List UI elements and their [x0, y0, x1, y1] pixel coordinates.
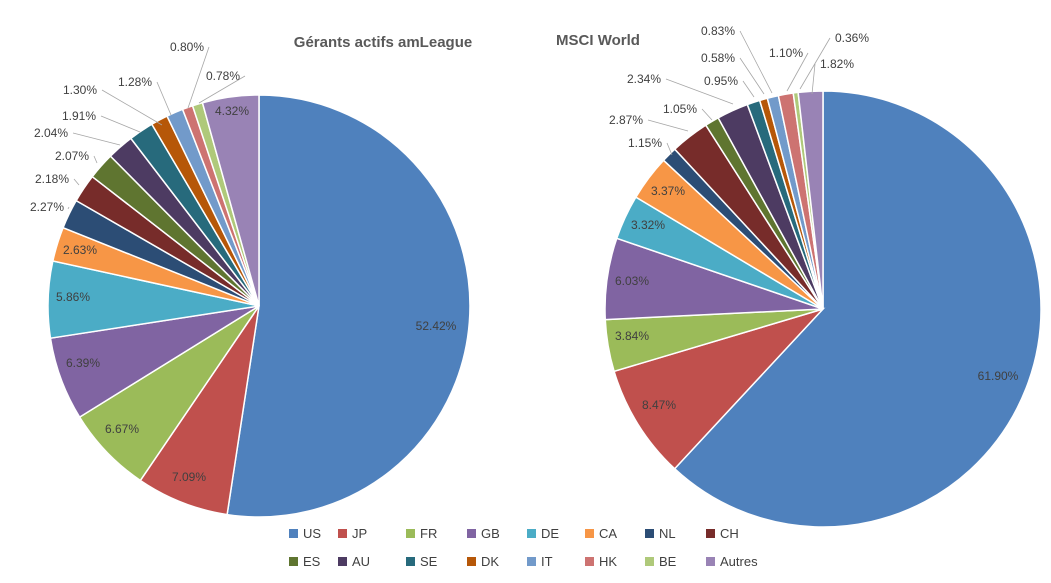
- leader-line-amleague-hk: [187, 46, 210, 109]
- leader-line-amleague-dk: [101, 89, 163, 126]
- legend-label-hk: HK: [599, 554, 617, 569]
- legend-swatch-de: [527, 529, 536, 538]
- legend-swatch-jp: [338, 529, 347, 538]
- data-label-amleague-de: 5.86%: [56, 290, 90, 304]
- legend-swatch-autres: [706, 557, 715, 566]
- data-label-amleague-us: 52.42%: [416, 319, 457, 333]
- legend-swatch-us: [289, 529, 298, 538]
- leader-line-msci-world-es: [701, 108, 713, 121]
- data-label-msci-world-nl: 1.15%: [628, 136, 662, 150]
- legend-label-se: SE: [420, 554, 438, 569]
- pie-slice-amleague-us: [226, 94, 471, 518]
- data-label-amleague-nl: 2.27%: [30, 200, 64, 214]
- data-label-msci-world-us: 61.90%: [978, 369, 1019, 383]
- legend-swatch-es: [289, 557, 298, 566]
- legend-swatch-dk: [467, 557, 476, 566]
- leader-line-amleague-ch: [73, 178, 80, 186]
- leader-line-amleague-au: [72, 132, 121, 146]
- leader-line-msci-world-autres: [811, 63, 816, 95]
- data-label-amleague-gb: 6.39%: [66, 356, 100, 370]
- legend-label-es: ES: [303, 554, 321, 569]
- data-label-amleague-au: 2.04%: [34, 126, 68, 140]
- leader-line-msci-world-au: [665, 78, 734, 105]
- data-label-msci-world-it: 0.83%: [701, 24, 735, 38]
- legend-swatch-nl: [645, 529, 654, 538]
- pie-amleague: 52.42% 7.09% 6.67% 6.39% 5.86% 2.63% 2.27% 2.18…: [30, 40, 471, 518]
- leader-line-msci-world-be: [799, 37, 831, 90]
- data-label-msci-world-se: 0.95%: [704, 74, 738, 88]
- data-label-msci-world-au: 2.34%: [627, 72, 661, 86]
- data-label-amleague-autres: 4.32%: [215, 104, 249, 118]
- leader-line-msci-world-it: [739, 30, 773, 94]
- legend-swatch-se: [406, 557, 415, 566]
- pie-slice-amleague-autres: [201, 94, 260, 307]
- legend-label-ca: CA: [599, 526, 617, 541]
- legend-swatch-ch: [706, 529, 715, 538]
- data-label-msci-world-dk: 0.58%: [701, 51, 735, 65]
- data-label-amleague-dk: 1.30%: [63, 83, 97, 97]
- data-label-msci-world-ca: 3.37%: [651, 184, 685, 198]
- leader-line-msci-world-ch: [647, 119, 689, 132]
- legend-swatch-it: [527, 557, 536, 566]
- data-label-msci-world-autres: 1.82%: [820, 57, 854, 71]
- legend-label-be: BE: [659, 554, 677, 569]
- data-label-amleague-ch: 2.18%: [35, 172, 69, 186]
- data-label-msci-world-fr: 3.84%: [615, 329, 649, 343]
- data-label-amleague-fr: 6.67%: [105, 422, 139, 436]
- legend-label-nl: NL: [659, 526, 676, 541]
- leader-line-amleague-be: [198, 75, 246, 104]
- leader-line-msci-world-hk: [786, 52, 809, 92]
- data-label-amleague-it: 1.28%: [118, 75, 152, 89]
- legend: US JP FR GB DE CA NL CH ES AU SE DK IT HK BE Autres: [289, 526, 758, 569]
- data-label-msci-world-de: 3.32%: [631, 218, 665, 232]
- legend-label-de: DE: [541, 526, 559, 541]
- pie-slice-msci-world-us: [673, 90, 1042, 528]
- data-label-amleague-jp: 7.09%: [172, 470, 206, 484]
- legend-swatch-gb: [467, 529, 476, 538]
- leader-line-amleague-nl: [67, 206, 70, 210]
- legend-label-dk: DK: [481, 554, 499, 569]
- legend-label-it: IT: [541, 554, 553, 569]
- legend-swatch-hk: [585, 557, 594, 566]
- legend-swatch-be: [645, 557, 654, 566]
- legend-label-autres: Autres: [720, 554, 758, 569]
- leader-line-msci-world-nl: [666, 142, 673, 156]
- pie-title-amleague: Gérants actifs amLeague: [294, 34, 472, 51]
- data-label-amleague-be: 0.78%: [206, 69, 240, 83]
- legend-label-gb: GB: [481, 526, 500, 541]
- legend-label-us: US: [303, 526, 321, 541]
- data-label-msci-world-jp: 8.47%: [642, 398, 676, 412]
- leader-line-amleague-it: [156, 81, 172, 116]
- data-label-amleague-es: 2.07%: [55, 149, 89, 163]
- pie-msci-world: 61.90% 8.47% 3.84% 6.03% 3.32% 3.37% 1.15% 2.87…: [604, 24, 1042, 528]
- data-label-amleague-ca: 2.63%: [63, 243, 97, 257]
- data-label-msci-world-ch: 2.87%: [609, 113, 643, 127]
- pie-slice-msci-world-jp: [613, 307, 826, 470]
- legend-swatch-au: [338, 557, 347, 566]
- data-label-msci-world-gb: 6.03%: [615, 274, 649, 288]
- data-label-msci-world-es: 1.05%: [663, 102, 697, 116]
- legend-swatch-ca: [585, 529, 594, 538]
- leader-line-amleague-es: [93, 155, 98, 164]
- legend-label-au: AU: [352, 554, 370, 569]
- data-label-msci-world-hk: 1.10%: [769, 46, 803, 60]
- pie-slice-msci-world-autres: [797, 90, 824, 310]
- data-label-msci-world-be: 0.36%: [835, 31, 869, 45]
- leader-line-amleague-se: [100, 115, 141, 133]
- legend-swatch-fr: [406, 529, 415, 538]
- leader-line-msci-world-dk: [739, 57, 765, 95]
- legend-label-fr: FR: [420, 526, 437, 541]
- leader-line-msci-world-se: [742, 80, 755, 98]
- data-label-amleague-se: 1.91%: [62, 109, 96, 123]
- data-label-amleague-hk: 0.80%: [170, 40, 204, 54]
- legend-label-ch: CH: [720, 526, 739, 541]
- pie-title-msci-world: MSCI World: [556, 32, 640, 49]
- legend-label-jp: JP: [352, 526, 367, 541]
